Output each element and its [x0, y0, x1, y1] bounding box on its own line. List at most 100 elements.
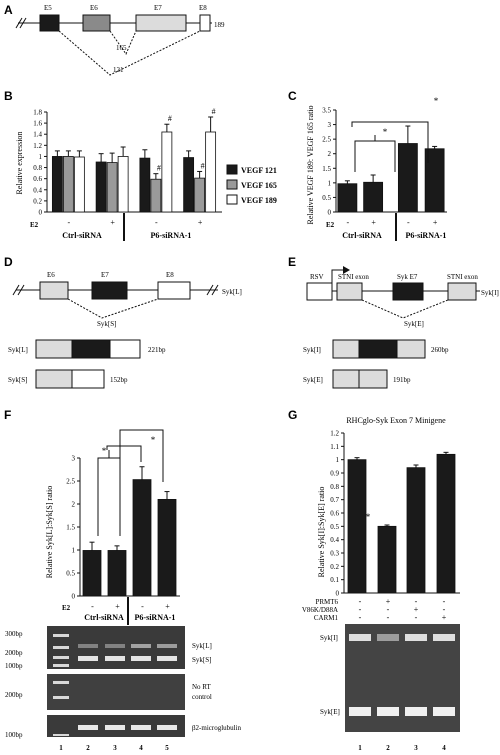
y-tick-label: 0.8	[33, 164, 42, 172]
product-exon	[35, 339, 73, 359]
y-tick-label: 0	[328, 209, 332, 217]
exon-label: E6	[90, 4, 98, 12]
significance-bracket	[354, 140, 396, 172]
bar	[397, 143, 418, 213]
bar	[106, 162, 118, 213]
gel-band-label: No RT	[192, 683, 212, 691]
y-tick-label: 1.2	[330, 430, 339, 438]
break-mark	[211, 284, 219, 296]
exon-e6	[82, 14, 111, 32]
exon-label: E6	[47, 271, 55, 279]
gel-band-label: Syk[I]	[320, 634, 338, 642]
group-label: P6-siRNA-1	[135, 613, 176, 622]
gel-marker: 200bp	[5, 691, 23, 699]
gel-marker: 100bp	[5, 731, 23, 739]
band-syk-s	[105, 656, 125, 661]
gel-marker: 100bp	[5, 662, 23, 670]
bar	[363, 181, 384, 213]
exon-e6	[39, 281, 69, 300]
treatment-sign: -	[387, 613, 390, 622]
bar	[150, 178, 162, 213]
exon-stni	[447, 282, 477, 301]
band-syk-l	[131, 644, 151, 648]
band-b2m	[105, 725, 125, 730]
significance-bracket	[119, 429, 164, 482]
product-exon	[332, 369, 360, 389]
legend-swatch	[226, 164, 238, 175]
band-syk-e	[377, 707, 399, 716]
bar	[436, 453, 456, 594]
ladder-band	[53, 646, 69, 649]
y-tick-label: 0.8	[330, 483, 339, 491]
treatment-sign: -	[443, 605, 446, 614]
splice-path	[67, 298, 159, 319]
y-tick-label: 1.5	[66, 524, 75, 532]
splice-label: 165	[116, 44, 127, 52]
product-size: 152bp	[110, 376, 128, 384]
chart-f-plot: 0 0.5 1 1.5 2 2.5 3 - + - +	[66, 455, 180, 611]
product-exon	[358, 339, 398, 359]
e2-label: E2	[62, 604, 71, 612]
e2-sign: -	[91, 602, 94, 611]
treatment-sign: -	[387, 605, 390, 614]
bar	[406, 467, 426, 594]
band-syk-s	[131, 656, 151, 661]
exon-e8	[157, 281, 191, 300]
significance-star: *	[366, 512, 371, 522]
e2-sign: +	[371, 218, 376, 227]
e2-label: E2	[326, 221, 335, 229]
lane-number: 2	[86, 744, 90, 752]
significance-mark: #	[212, 107, 216, 116]
bar	[194, 177, 206, 213]
lane-number: 5	[165, 744, 169, 752]
band-syk-i	[405, 634, 427, 641]
ladder-band	[53, 681, 69, 684]
product-exon	[71, 339, 111, 359]
e2-sign: -	[347, 218, 350, 227]
gel-band-label: Syk[E]	[320, 708, 340, 716]
y-axis-title: Relative VEGF 189: VEGF 165 ratio	[306, 105, 315, 224]
significance-mark: #	[157, 164, 161, 173]
legend-swatch	[226, 179, 238, 190]
legend-label: VEGF 121	[241, 166, 277, 175]
significance-bracket	[351, 121, 429, 163]
exon-label: E7	[101, 271, 109, 279]
e2-sign: +	[115, 602, 120, 611]
bar	[205, 131, 217, 213]
panel-a: A E5 E6 E7 E8 189 165 121	[4, 3, 225, 76]
significance-star: *	[383, 127, 388, 137]
exon-e5	[39, 14, 60, 32]
exon-label: E8	[199, 4, 207, 12]
y-tick-label: 0	[72, 593, 76, 601]
y-tick-label: 1	[39, 153, 43, 161]
product-exon	[332, 339, 360, 359]
bar	[62, 156, 74, 213]
bar	[347, 459, 367, 594]
product-exon	[396, 339, 426, 359]
panel-f: F Relative Syk[L]:Syk[S] ratio 0 0.5 1 1.5 2…	[4, 408, 242, 752]
treatment-sign: -	[359, 605, 362, 614]
bar	[107, 550, 127, 597]
ladder-band	[53, 656, 69, 659]
y-tick-label: 0.3	[330, 550, 339, 558]
bar	[132, 479, 152, 597]
significance-mark: #	[201, 161, 205, 170]
y-tick-label: 0.9	[330, 470, 339, 478]
break-mark	[206, 284, 214, 296]
splice-165	[109, 30, 137, 56]
exon-syk-e7	[392, 282, 424, 301]
group-label: Ctrl-siRNA	[84, 613, 124, 622]
break-mark	[19, 17, 27, 29]
product-exon	[71, 369, 105, 389]
bar	[82, 550, 102, 597]
promoter-box	[306, 282, 333, 301]
exon-label: E8	[166, 271, 174, 279]
treatment-sign: -	[415, 613, 418, 622]
band-syk-l	[157, 644, 177, 648]
significance-star: *	[151, 435, 156, 445]
product-exon	[109, 339, 141, 359]
treatment-sign: -	[443, 597, 446, 606]
panel-d: D E6 E7 E8 Syk[L] Syk[S] Syk[L] Syk[S] 2…	[4, 255, 242, 389]
band-syk-s	[78, 656, 98, 661]
